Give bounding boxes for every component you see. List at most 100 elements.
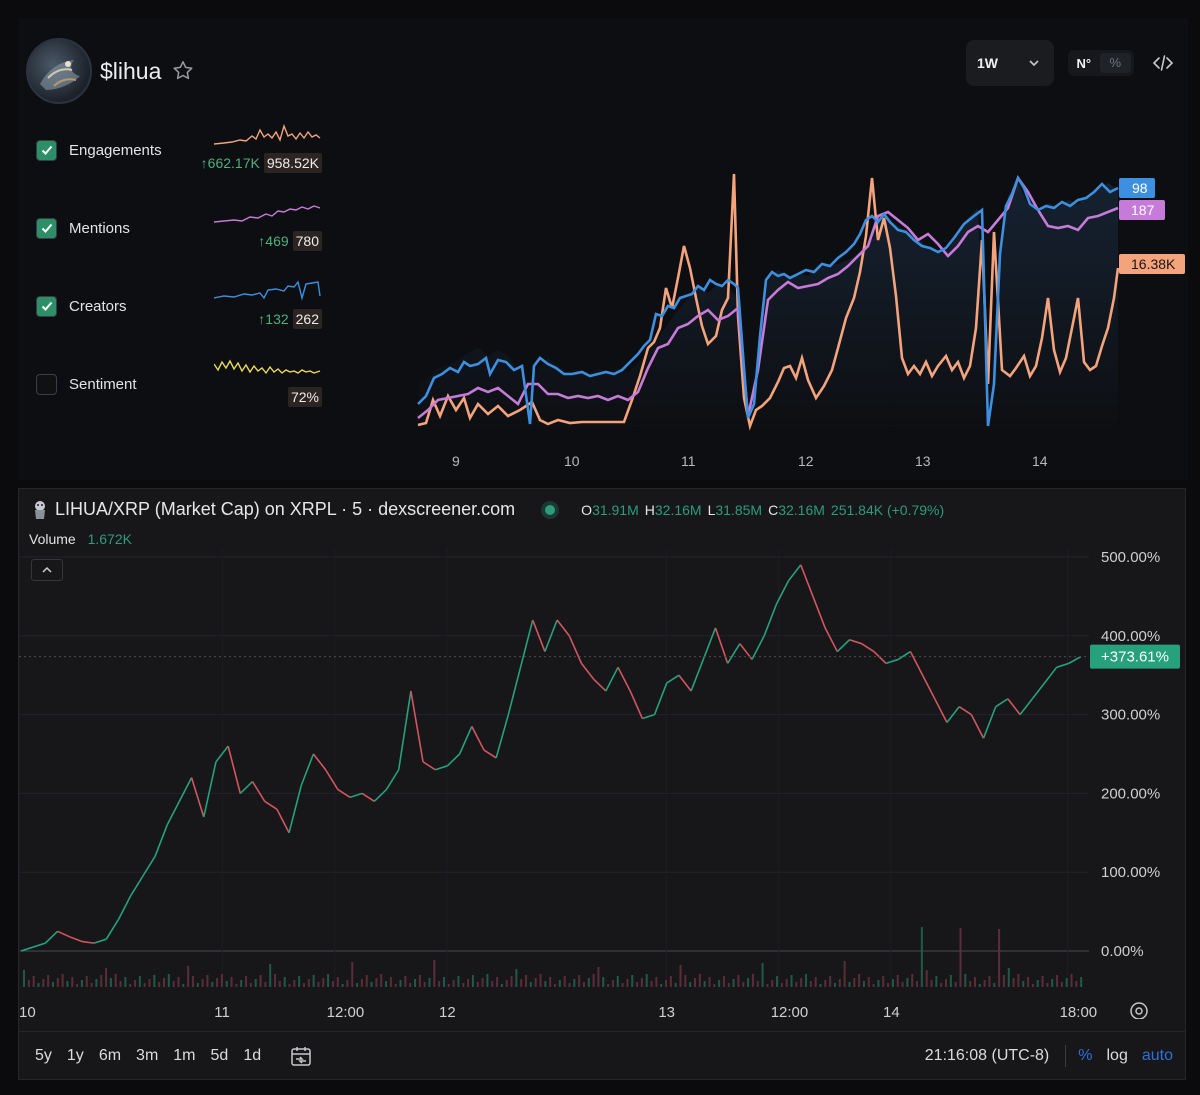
log-scale-button[interactable]: log — [1106, 1047, 1128, 1064]
scale-absolute-button[interactable]: N° — [1076, 55, 1092, 71]
volume-bar — [563, 976, 566, 987]
volume-bar — [539, 974, 542, 987]
volume-bar — [877, 980, 880, 987]
volume-bar — [336, 977, 339, 987]
volume-bar — [27, 980, 30, 987]
price-segment — [337, 788, 351, 799]
collapse-legend-button[interactable] — [31, 559, 63, 581]
volume-bar — [356, 983, 359, 987]
volume-bar — [399, 980, 402, 987]
price-segment — [556, 619, 570, 637]
price-segment — [605, 666, 619, 692]
creators-checkbox[interactable] — [36, 295, 57, 317]
engagements-end-label-bg — [1119, 254, 1185, 274]
volume-bar — [1075, 981, 1078, 987]
metric-row-engagements[interactable]: Engagements — [36, 135, 162, 165]
range-button-6m[interactable]: 6m — [98, 1046, 122, 1064]
volume-bar — [1056, 975, 1059, 987]
chart-grid — [19, 549, 1089, 989]
range-button-5d[interactable]: 5d — [210, 1046, 229, 1064]
volume-bar — [423, 982, 426, 987]
metric-delta: ↑662.17K — [200, 155, 260, 171]
star-icon[interactable] — [171, 59, 195, 83]
date-range-icon[interactable] — [289, 1044, 313, 1068]
volume-bar — [404, 976, 407, 987]
volume-bar — [554, 984, 556, 987]
percent-scale-button[interactable]: % — [1078, 1047, 1093, 1064]
x-tick: 10 — [564, 453, 580, 469]
volume-bar — [824, 980, 827, 987]
metric-label: Sentiment — [69, 375, 137, 393]
auto-scale-button[interactable]: auto — [1141, 1047, 1173, 1064]
volume-bar — [993, 983, 996, 987]
price-segment — [178, 777, 193, 802]
price-segment — [215, 745, 229, 763]
scale-toggle[interactable]: N° % — [1068, 50, 1134, 76]
metric-row-creators[interactable]: Creators — [36, 291, 127, 321]
volume-bar — [887, 983, 890, 987]
volume-bar — [172, 981, 175, 987]
range-button-5y[interactable]: 5y — [35, 1046, 52, 1064]
volume-bar — [969, 981, 972, 987]
volume-bar — [858, 974, 861, 987]
x-tick: 12:00 — [327, 1004, 365, 1019]
y-tick: 0.00% — [1101, 943, 1144, 960]
volume-bar — [1007, 968, 1010, 987]
volume-bar — [360, 979, 363, 987]
volume-bar — [785, 979, 788, 987]
social-metrics-chart: 98 187 16.38K 9 10 11 12 13 14 — [417, 173, 1185, 469]
price-segment — [154, 824, 168, 857]
price-segment — [312, 753, 327, 771]
volume-bar — [814, 977, 817, 987]
price-segment — [982, 706, 997, 739]
mentions-checkbox[interactable] — [36, 217, 57, 239]
price-segment — [946, 706, 960, 723]
volume-bar — [264, 982, 267, 987]
metric-row-sentiment[interactable]: Sentiment — [36, 369, 137, 399]
sentiment-checkbox[interactable] — [36, 373, 57, 395]
volume-bar — [100, 975, 103, 987]
volume-bar — [805, 974, 808, 987]
volume-bar — [520, 979, 523, 987]
price-segment — [861, 643, 875, 653]
volume-bar — [573, 979, 576, 987]
volume-bar — [645, 974, 648, 987]
volume-bar — [747, 978, 750, 987]
volume-bar — [211, 982, 214, 987]
volume-bar — [90, 983, 93, 987]
range-button-3m[interactable]: 3m — [136, 1046, 159, 1064]
volume-bar — [1051, 979, 1054, 987]
price-segment — [763, 603, 778, 637]
scale-percent-button[interactable]: % — [1099, 53, 1131, 73]
settings-icon[interactable] — [1130, 1002, 1148, 1019]
price-segment — [787, 564, 802, 582]
chart-toolbar: 5y 1y 6m 3m 1m 5d 1d 21:16:08 (UTC-8) % … — [19, 1031, 1185, 1079]
x-tick: 13 — [915, 453, 931, 469]
volume-bar — [708, 977, 711, 987]
volume-bar — [114, 974, 117, 987]
code-embed-icon[interactable] — [1152, 52, 1174, 74]
range-button-1d[interactable]: 1d — [243, 1046, 262, 1064]
y-tick: 300.00% — [1101, 707, 1160, 724]
volume-bar — [283, 977, 286, 987]
price-segment — [970, 714, 985, 739]
range-button-1y[interactable]: 1y — [66, 1046, 84, 1064]
volume-bar — [230, 977, 233, 987]
volume-bar — [37, 983, 40, 987]
timeframe-select[interactable]: 1W — [966, 40, 1054, 86]
live-status-dot — [545, 504, 556, 515]
metric-row-mentions[interactable]: Mentions — [36, 213, 130, 243]
engagements-checkbox[interactable] — [36, 139, 57, 161]
coin-header: $lihua — [26, 38, 195, 104]
volume-bar — [134, 980, 137, 987]
range-button-1m[interactable]: 1m — [173, 1046, 196, 1064]
timezone-clock[interactable]: 21:16:08 (UTC-8) — [924, 1047, 1050, 1064]
coin-avatar — [26, 38, 92, 104]
volume-bar — [351, 962, 354, 987]
price-segment — [1056, 662, 1070, 669]
volume-bar — [819, 984, 822, 987]
volume-bar — [1017, 974, 1020, 987]
volume-bar — [983, 980, 986, 987]
volume-bar — [394, 984, 397, 987]
price-segment — [129, 875, 144, 897]
